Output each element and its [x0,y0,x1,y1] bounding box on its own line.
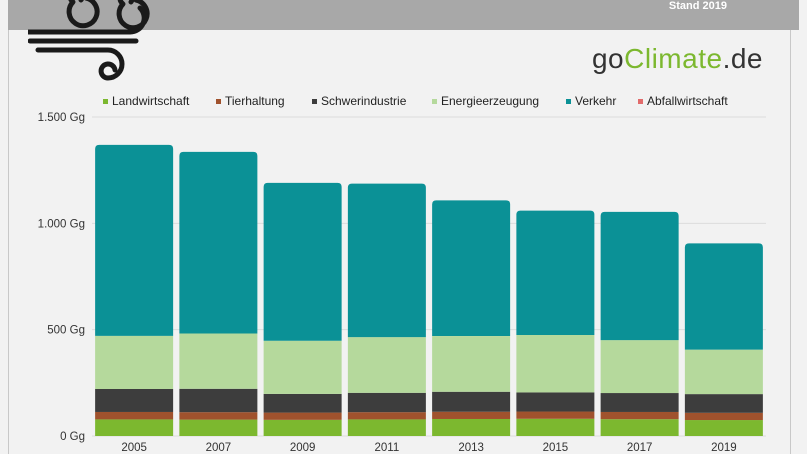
bar-segment [600,411,679,420]
bar-segment [95,419,174,436]
bar-segment [516,418,595,436]
legend-swatch [216,99,221,104]
frame-left [8,30,9,454]
legend-swatch [103,99,108,104]
y-tick-label: 1.000 Gg [38,218,85,230]
brand-go: go [591,43,625,74]
x-tick-label: 2013 [458,442,484,454]
brand-logo: goClimate.de [592,43,763,75]
bar-segment [684,420,763,436]
y-axis-ticks: 0 Gg 500 Gg 1.000 Gg 1.500 Gg [38,112,85,443]
bar-segment [179,419,258,436]
brand-climate: Climate [624,43,723,74]
bar-segment [516,334,595,393]
bar-segment [95,411,174,420]
stand-label: Stand 2019 [668,0,727,12]
x-tick-label: 2017 [627,442,653,454]
x-tick-label: 2015 [543,442,569,454]
bar-segment [600,340,679,394]
bar-segment [263,340,342,394]
bar-segment [432,418,511,436]
x-tick-label: 2007 [206,442,232,454]
bar-segment [347,392,426,413]
legend-label: Landwirtschaft [112,94,190,108]
bar-segment [347,337,426,393]
y-tick-label: 1.500 Gg [38,112,85,124]
x-tick-label: 2019 [711,442,737,454]
y-tick-label: 0 Gg [60,431,85,443]
bar-segment [95,389,174,412]
bar-segment [432,411,511,419]
wind-icon [25,0,178,100]
bar-segment [347,412,426,420]
x-axis-ticks: 2005 2007 2009 2011 2013 2015 2017 2019 [121,442,736,454]
bar-segment [347,183,426,338]
legend-label: Tierhaltung [225,94,285,108]
bar-segment [684,349,763,395]
x-tick-label: 2005 [121,442,147,454]
bar-segment [263,419,342,436]
y-tick-label: 500 Gg [47,325,85,337]
bar-segment [432,391,511,412]
legend: Landwirtschaft Tierhaltung Schwerindustrie… [103,94,728,108]
bar-segment [95,144,174,336]
bar-segment [516,210,595,335]
legend-swatch [312,99,317,104]
frame-right [790,30,791,454]
legend-label: Abfallwirtschaft [647,94,728,108]
bar-segment [516,411,595,419]
bar-segment [263,182,342,341]
bar-segment [347,419,426,436]
bar-segment [179,412,258,420]
legend-swatch [566,99,571,104]
bar-segment [684,412,763,421]
bar-segment [179,388,258,413]
legend-swatch [638,99,643,104]
bar-segment [179,333,258,389]
bar-segment [600,211,679,341]
x-tick-label: 2011 [375,442,400,454]
legend-label: Schwerindustrie [321,94,407,108]
brand-de: .de [722,43,763,74]
bar-segment [263,393,342,413]
bar-segment [600,393,679,412]
bar-segment [432,200,511,337]
bar-segment [684,394,763,413]
legend-label: Energieerzeugung [441,94,539,108]
legend-label: Verkehr [575,94,616,108]
bar-segment [600,419,679,436]
bar-segment [263,412,342,420]
legend-swatch [432,99,437,104]
x-tick-label: 2009 [290,442,316,454]
bar-segment [516,392,595,412]
bar-segment [432,336,511,392]
bar-segment [179,151,258,334]
bar-segment [95,335,174,390]
bars [95,144,763,436]
bar-segment [684,243,763,350]
